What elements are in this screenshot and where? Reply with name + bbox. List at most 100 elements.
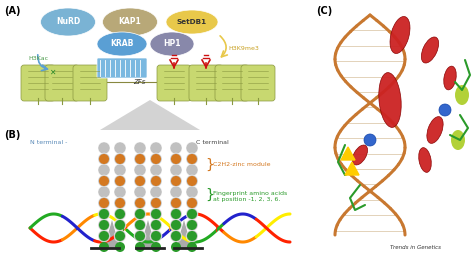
Circle shape <box>134 153 146 165</box>
Ellipse shape <box>451 130 465 150</box>
FancyBboxPatch shape <box>21 65 55 101</box>
Circle shape <box>98 230 110 242</box>
Circle shape <box>171 231 181 241</box>
Circle shape <box>99 198 109 208</box>
Circle shape <box>170 219 182 231</box>
Circle shape <box>187 231 197 241</box>
Circle shape <box>187 198 197 208</box>
Circle shape <box>114 197 126 209</box>
Circle shape <box>134 175 146 187</box>
Circle shape <box>187 220 197 230</box>
Text: Fingerprint amino acids: Fingerprint amino acids <box>213 190 287 196</box>
Circle shape <box>170 186 182 198</box>
Circle shape <box>99 231 109 241</box>
Circle shape <box>134 208 146 220</box>
Circle shape <box>114 164 126 176</box>
FancyBboxPatch shape <box>241 65 275 101</box>
Ellipse shape <box>419 148 431 172</box>
Text: (B): (B) <box>4 130 20 140</box>
Circle shape <box>115 242 125 252</box>
Circle shape <box>134 186 146 198</box>
Circle shape <box>114 208 126 220</box>
Circle shape <box>150 175 162 187</box>
Polygon shape <box>100 100 200 130</box>
Ellipse shape <box>379 73 401 128</box>
Circle shape <box>98 142 110 154</box>
Circle shape <box>114 186 126 198</box>
Circle shape <box>170 175 182 187</box>
Text: (A): (A) <box>4 6 20 16</box>
Ellipse shape <box>40 8 95 36</box>
Circle shape <box>115 231 125 241</box>
Circle shape <box>150 230 162 242</box>
Circle shape <box>186 186 198 198</box>
Circle shape <box>171 176 181 186</box>
Circle shape <box>135 176 145 186</box>
Circle shape <box>150 186 162 198</box>
Circle shape <box>114 175 126 187</box>
Text: N terminal -: N terminal - <box>30 139 67 145</box>
Circle shape <box>98 175 110 187</box>
Circle shape <box>115 154 125 164</box>
Circle shape <box>151 242 161 252</box>
FancyBboxPatch shape <box>97 58 147 78</box>
Circle shape <box>114 219 126 231</box>
FancyBboxPatch shape <box>215 65 249 101</box>
Circle shape <box>186 219 198 231</box>
Circle shape <box>187 209 197 219</box>
Circle shape <box>150 219 162 231</box>
Ellipse shape <box>421 37 438 63</box>
Circle shape <box>135 198 145 208</box>
Ellipse shape <box>353 145 367 165</box>
Circle shape <box>170 230 182 242</box>
Circle shape <box>150 197 162 209</box>
Circle shape <box>439 104 451 116</box>
Text: NuRD: NuRD <box>56 18 80 26</box>
Circle shape <box>170 164 182 176</box>
Circle shape <box>170 142 182 154</box>
Circle shape <box>151 154 161 164</box>
Circle shape <box>99 242 109 252</box>
Text: H3K9me3: H3K9me3 <box>228 45 259 51</box>
Circle shape <box>98 197 110 209</box>
Circle shape <box>134 164 146 176</box>
Circle shape <box>99 209 109 219</box>
Circle shape <box>186 175 198 187</box>
Circle shape <box>171 242 181 252</box>
Text: Trends in Genetics: Trends in Genetics <box>390 245 441 250</box>
Circle shape <box>186 197 198 209</box>
Text: HP1: HP1 <box>163 40 181 49</box>
Ellipse shape <box>427 117 443 143</box>
Circle shape <box>114 230 126 242</box>
Ellipse shape <box>102 8 157 36</box>
Circle shape <box>98 208 110 220</box>
Circle shape <box>135 231 145 241</box>
Circle shape <box>115 176 125 186</box>
Circle shape <box>186 230 198 242</box>
Circle shape <box>99 220 109 230</box>
Polygon shape <box>104 220 120 248</box>
Circle shape <box>364 134 376 146</box>
Polygon shape <box>140 220 156 248</box>
Circle shape <box>134 197 146 209</box>
Circle shape <box>115 220 125 230</box>
Circle shape <box>98 164 110 176</box>
Circle shape <box>186 142 198 154</box>
Text: H3Kac: H3Kac <box>28 56 48 60</box>
FancyBboxPatch shape <box>45 65 79 101</box>
Circle shape <box>98 153 110 165</box>
Circle shape <box>187 242 197 252</box>
Circle shape <box>171 154 181 164</box>
Ellipse shape <box>455 85 469 105</box>
FancyBboxPatch shape <box>157 65 191 101</box>
Text: ZFs: ZFs <box>133 79 146 85</box>
Polygon shape <box>345 162 359 175</box>
Text: ✕: ✕ <box>49 68 55 76</box>
Circle shape <box>187 154 197 164</box>
Circle shape <box>171 220 181 230</box>
Text: SetDB1: SetDB1 <box>177 19 207 25</box>
Circle shape <box>114 142 126 154</box>
Circle shape <box>98 219 110 231</box>
Polygon shape <box>176 220 192 248</box>
FancyBboxPatch shape <box>73 65 107 101</box>
